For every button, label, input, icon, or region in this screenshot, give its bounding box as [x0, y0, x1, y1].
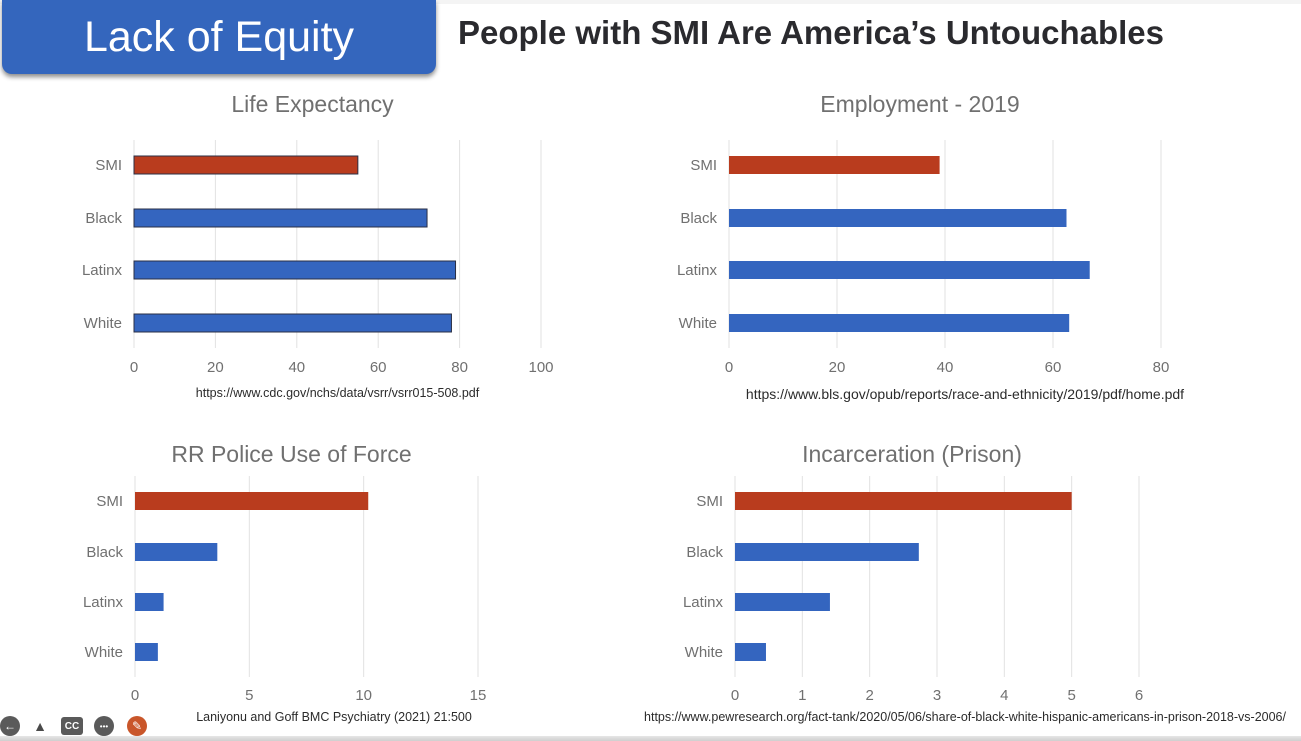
section-badge: Lack of Equity [2, 0, 436, 74]
x-tick-label: 20 [207, 359, 224, 376]
bar-smi [135, 492, 369, 510]
category-label: Latinx [683, 594, 724, 611]
pointer-button[interactable]: ▲ [30, 716, 50, 736]
x-tick-label: 80 [451, 359, 468, 376]
chart-title: Life Expectancy [231, 91, 394, 117]
category-label: SMI [690, 157, 717, 174]
chart-title: Employment - 2019 [820, 91, 1019, 117]
x-tick-label: 5 [1067, 687, 1075, 704]
category-label: Black [680, 210, 717, 227]
category-label: White [84, 315, 122, 332]
x-tick-label: 1 [798, 687, 806, 704]
bar-white [735, 643, 766, 661]
bar-latinx [133, 260, 457, 280]
bar-smi [729, 156, 940, 174]
category-label: SMI [95, 157, 122, 174]
bar-smi [133, 155, 359, 175]
pen-tool-button[interactable]: ✎ [127, 716, 147, 736]
x-tick-label: 2 [865, 687, 873, 704]
x-tick-label: 60 [370, 359, 387, 376]
source-incarceration: https://www.pewresearch.org/fact-tank/20… [644, 710, 1286, 724]
source-life-expectancy: https://www.cdc.gov/nchs/data/vsrr/vsrr0… [195, 386, 480, 400]
x-tick-label: 0 [130, 359, 138, 376]
more-icon: ••• [99, 721, 109, 731]
x-tick-label: 80 [1153, 359, 1170, 376]
bar-black [135, 543, 218, 561]
bar-black [133, 208, 428, 228]
category-label: White [679, 315, 717, 332]
bar-white [133, 313, 452, 333]
more-options-button[interactable]: ••• [94, 716, 114, 736]
bar-latinx [135, 593, 164, 611]
category-label: SMI [96, 493, 123, 510]
category-label: Black [85, 210, 122, 227]
pointer-icon: ▲ [33, 718, 47, 734]
category-label: Black [686, 544, 723, 561]
bottom-bar [0, 736, 1301, 741]
x-tick-label: 5 [245, 687, 253, 704]
x-tick-label: 4 [1000, 687, 1008, 704]
slide-title: People with SMI Are America’s Untouchabl… [458, 14, 1165, 51]
chart-title: Incarceration (Prison) [802, 441, 1022, 467]
category-label: Latinx [677, 262, 718, 279]
bar-latinx [729, 261, 1090, 279]
bar-black [735, 543, 919, 561]
x-tick-label: 40 [937, 359, 954, 376]
source-employment: https://www.bls.gov/opub/reports/race-an… [745, 386, 1185, 402]
x-tick-label: 0 [131, 687, 139, 704]
back-icon: ← [4, 719, 16, 733]
source-police-use-of-force: Laniyonu and Goff BMC Psychiatry (2021) … [196, 710, 472, 724]
category-label: SMI [696, 493, 723, 510]
x-tick-label: 3 [933, 687, 941, 704]
x-tick-label: 20 [829, 359, 846, 376]
bar-latinx [735, 593, 830, 611]
x-tick-label: 0 [725, 359, 733, 376]
chart-title: RR Police Use of Force [171, 441, 411, 467]
category-label: Latinx [82, 262, 123, 279]
x-tick-label: 10 [355, 687, 372, 704]
x-tick-label: 6 [1135, 687, 1143, 704]
pen-icon: ✎ [131, 719, 143, 733]
x-tick-label: 15 [470, 687, 487, 704]
x-tick-label: 40 [288, 359, 305, 376]
top-strip [0, 0, 1301, 4]
category-label: Latinx [83, 594, 124, 611]
bar-black [729, 209, 1067, 227]
category-label: Black [86, 544, 123, 561]
bar-white [729, 314, 1070, 332]
player-controls: ← ▲ CC ••• ✎ [0, 708, 170, 741]
bar-white [135, 643, 158, 661]
x-tick-label: 60 [1045, 359, 1062, 376]
bar-smi [735, 492, 1072, 510]
x-tick-label: 0 [731, 687, 739, 704]
x-tick-label: 100 [528, 359, 553, 376]
category-label: White [685, 644, 723, 661]
category-label: White [85, 644, 123, 661]
captions-button[interactable]: CC [61, 717, 83, 735]
cc-icon: CC [64, 720, 80, 732]
back-button[interactable]: ← [0, 716, 20, 736]
